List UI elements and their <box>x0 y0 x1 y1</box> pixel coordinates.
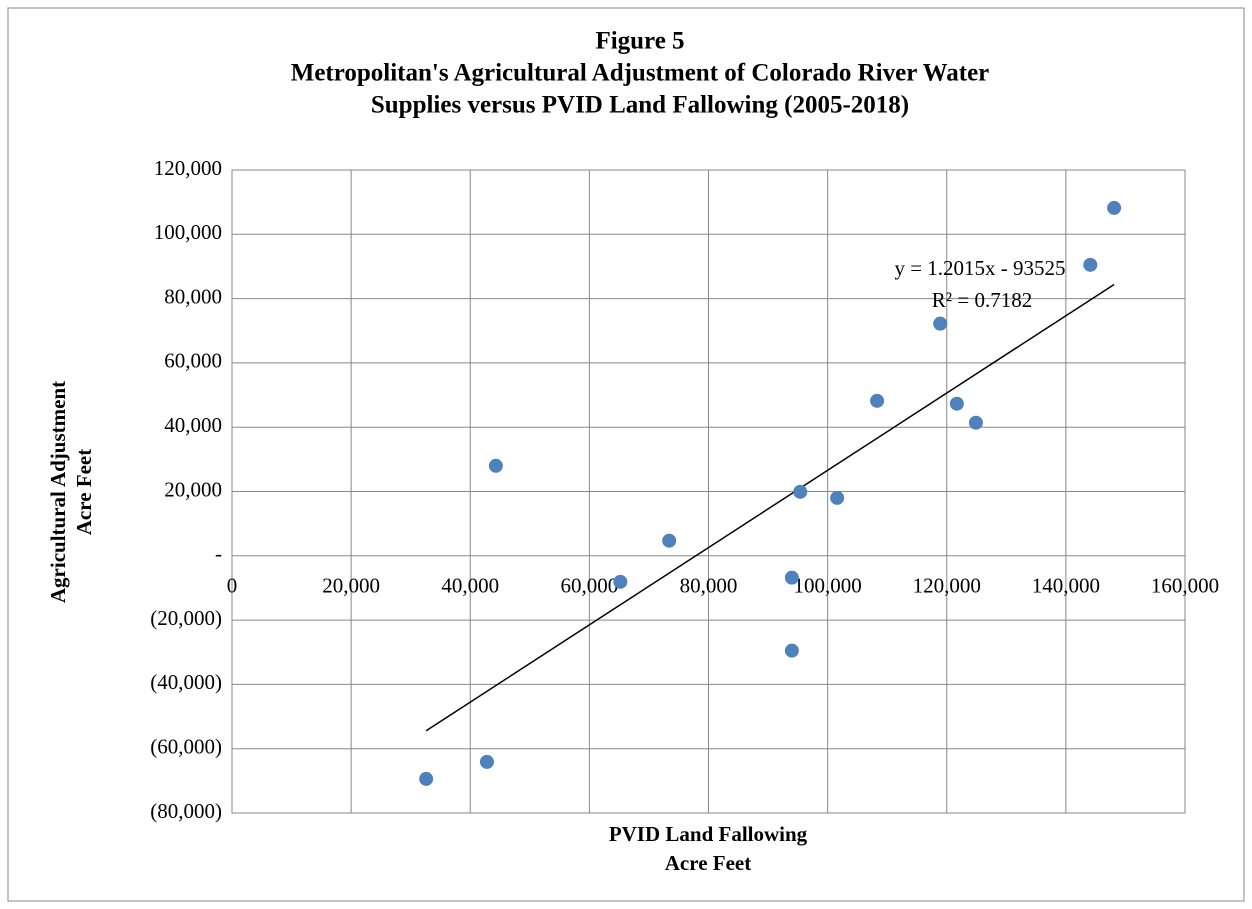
point <box>830 490 845 505</box>
x-tick-label: 80,000 <box>680 574 738 598</box>
chart-title: Figure 5 <box>595 28 684 55</box>
point <box>1083 257 1098 272</box>
point <box>870 393 885 408</box>
point <box>968 415 983 430</box>
y-axis-title-line: Agricultural Adjustment <box>46 381 70 603</box>
point <box>613 574 628 589</box>
chart-title: Metropolitan's Agricultural Adjustment o… <box>291 60 990 87</box>
point <box>793 484 808 499</box>
x-tick-label: 120,000 <box>913 574 981 598</box>
y-tick-label: (80,000) <box>150 799 222 823</box>
chart-border <box>7 7 1245 902</box>
y-tick-label: 60,000 <box>164 349 222 373</box>
point <box>419 771 434 786</box>
y-tick-label: (40,000) <box>150 670 222 694</box>
x-axis-title: Acre Feet <box>665 851 751 875</box>
point <box>949 396 964 411</box>
point <box>1107 200 1122 215</box>
y-tick-label: 40,000 <box>164 413 222 437</box>
y-tick-label: (20,000) <box>150 606 222 630</box>
y-tick-label: 80,000 <box>164 284 222 308</box>
point <box>933 316 948 331</box>
y-tick-label: 20,000 <box>164 477 222 501</box>
x-tick-label: 60,000 <box>561 574 619 598</box>
y-axis-title-line: Acre Feet <box>72 449 96 535</box>
point <box>479 754 494 769</box>
x-tick-label: 100,000 <box>794 574 862 598</box>
y-tick-label: - <box>215 542 222 566</box>
x-tick-label: 140,000 <box>1032 574 1100 598</box>
x-tick-label: 40,000 <box>441 574 499 598</box>
point <box>784 643 799 658</box>
y-tick-label: 120,000 <box>154 156 222 180</box>
x-tick-label: 160,000 <box>1151 574 1219 598</box>
x-axis-title: PVID Land Fallowing <box>609 822 808 846</box>
trendline-r-squared: R² = 0.7182 <box>932 288 1032 312</box>
x-tick-label: 0 <box>227 574 238 598</box>
point <box>784 570 799 585</box>
chart-title: Supplies versus PVID Land Fallowing (200… <box>371 92 909 119</box>
point <box>488 458 503 473</box>
y-tick-label: (60,000) <box>150 735 222 759</box>
x-tick-label: 20,000 <box>322 574 380 598</box>
y-axis-title: Agricultural Adjustment Acre Feet <box>46 381 96 603</box>
trendline-equation: y = 1.2015x - 93525 <box>894 256 1065 280</box>
point <box>662 533 677 548</box>
trendline <box>425 283 1115 732</box>
y-tick-label: 100,000 <box>154 220 222 244</box>
